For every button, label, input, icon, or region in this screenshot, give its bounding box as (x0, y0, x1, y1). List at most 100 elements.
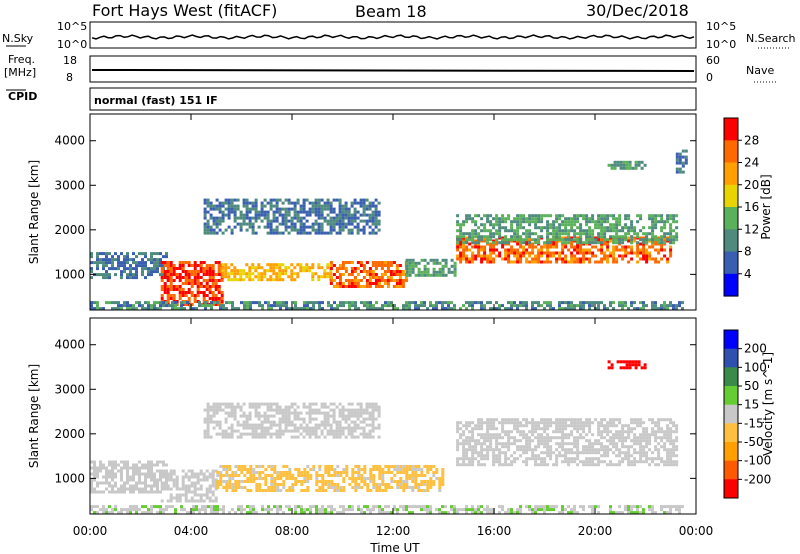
power-cell (221, 219, 225, 223)
power-cell (266, 263, 270, 267)
velocity-cell (282, 480, 286, 483)
velocity-cell (287, 405, 291, 409)
velocity-cell (315, 511, 318, 515)
velocity-cell (279, 474, 283, 477)
power-cell (341, 219, 345, 223)
velocity-cell (465, 508, 468, 512)
velocity-cell (612, 439, 616, 443)
power-cell (344, 204, 348, 208)
power-cell (208, 270, 212, 273)
power-cell (429, 304, 432, 308)
velocity-cell (633, 463, 637, 467)
velocity-cell (540, 460, 544, 464)
velocity-cell (350, 408, 354, 412)
power-cell (474, 241, 478, 245)
velocity-cell (326, 414, 330, 418)
velocity-cell (537, 427, 541, 431)
velocity-cell (555, 436, 559, 440)
power-cell (212, 228, 216, 232)
power-cell (610, 166, 614, 170)
power-cell (321, 307, 324, 311)
power-cell (120, 261, 123, 265)
velocity-cell (372, 474, 376, 477)
power-cell (233, 272, 237, 276)
velocity-cell (306, 486, 310, 489)
power-cell (504, 251, 508, 255)
velocity-cell (105, 487, 108, 491)
velocity-cell (495, 454, 499, 458)
velocity-cell (645, 433, 649, 437)
power-cell (215, 198, 219, 202)
power-cell (380, 285, 384, 288)
power-cell (212, 219, 216, 223)
power-cell (356, 282, 360, 285)
power-cell (216, 301, 219, 305)
power-cell (239, 222, 243, 226)
power-cell (90, 270, 93, 274)
velocity-cell (417, 474, 421, 477)
velocity-cell (561, 424, 565, 428)
power-cell (350, 231, 354, 235)
velocity-cell (549, 448, 553, 452)
power-cell (651, 235, 655, 239)
velocity-cell (162, 508, 165, 512)
velocity-cell (208, 475, 212, 479)
velocity-cell (90, 460, 93, 464)
power-cell (591, 220, 595, 224)
power-cell (612, 223, 616, 227)
power-cell (341, 228, 345, 232)
power-cell (269, 228, 273, 232)
power-cell (435, 301, 438, 305)
power-cell (266, 213, 270, 217)
power-cell (471, 238, 475, 242)
power-cell (525, 301, 528, 305)
velocity-cell (621, 433, 625, 437)
velocity-cell (610, 363, 614, 367)
power-colorbar-segment (724, 140, 738, 164)
velocity-cell (105, 511, 108, 515)
velocity-cell (196, 499, 200, 503)
power-cell (254, 216, 258, 220)
power-cell (681, 170, 685, 174)
velocity-cell (486, 457, 490, 461)
velocity-cell (209, 435, 213, 439)
power-cell (350, 222, 354, 226)
power-cell (525, 248, 529, 252)
power-cell (395, 264, 399, 267)
velocity-cell (138, 487, 141, 491)
velocity-cell (636, 439, 640, 443)
power-cell (272, 228, 276, 232)
velocity-cell (570, 448, 574, 452)
velocity-cell (141, 481, 144, 485)
power-cell (221, 272, 225, 276)
velocity-cell (360, 511, 363, 515)
power-cell (135, 276, 138, 280)
power-cell (350, 273, 354, 276)
power-cell (275, 278, 279, 282)
power-cell (335, 285, 339, 288)
velocity-cell (230, 429, 234, 433)
velocity-cell (393, 508, 396, 512)
power-cell (368, 201, 372, 205)
velocity-cell (111, 490, 114, 494)
power-cell (402, 307, 405, 311)
power-cell (654, 226, 658, 230)
power-cell (471, 251, 475, 255)
power-cell (248, 207, 252, 211)
power-cell (612, 260, 616, 264)
velocity-cell (456, 457, 460, 461)
power-cell (459, 257, 463, 261)
power-cell (159, 258, 162, 262)
velocity-cell (365, 435, 369, 439)
power-cell (432, 267, 436, 271)
velocity-cell (169, 487, 173, 491)
power-cell (165, 304, 168, 308)
velocity-cell (660, 427, 664, 431)
velocity-cell (546, 436, 550, 440)
velocity-cell (350, 402, 354, 406)
velocity-cell (558, 424, 562, 428)
power-cell (386, 276, 390, 279)
velocity-cell (240, 471, 244, 474)
power-cell (233, 269, 237, 273)
power-cell (299, 269, 303, 273)
